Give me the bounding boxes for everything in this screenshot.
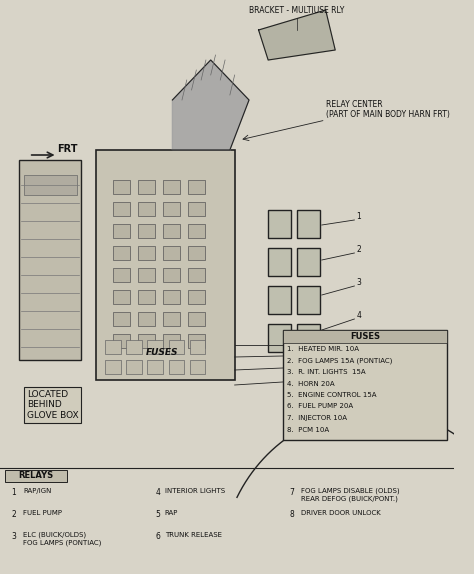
Bar [96,150,235,380]
Text: FUSES: FUSES [350,332,380,341]
Bar [113,334,130,348]
Bar [283,330,447,343]
Bar [268,248,291,276]
Text: 5.  ENGINE CONTROL 15A: 5. ENGINE CONTROL 15A [287,392,377,398]
Text: 4: 4 [356,311,361,320]
Bar [268,324,291,352]
Text: LOCATED
BEHIND
GLOVE BOX: LOCATED BEHIND GLOVE BOX [27,390,78,420]
Bar [163,224,180,238]
Text: 6.  FUEL PUMP 20A: 6. FUEL PUMP 20A [287,404,354,409]
Bar [163,290,180,304]
Text: DRIVER DOOR UNLOCK: DRIVER DOOR UNLOCK [301,510,381,516]
Text: RAP/IGN: RAP/IGN [23,488,51,494]
Bar [113,224,130,238]
Text: FUEL PUMP: FUEL PUMP [23,510,62,516]
Bar [147,360,163,374]
Bar [188,224,205,238]
Text: 6: 6 [155,532,160,541]
Bar [138,246,155,260]
Bar [163,268,180,282]
Bar [113,246,130,260]
Bar [138,312,155,326]
Text: 3: 3 [11,532,17,541]
Bar [113,290,130,304]
Text: 4.  HORN 20A: 4. HORN 20A [287,381,335,386]
Bar [127,360,142,374]
Text: 8.  PCM 10A: 8. PCM 10A [287,426,329,432]
Text: 2: 2 [11,510,16,519]
Bar [163,246,180,260]
Text: BRACKET - MULTIUSE RLY: BRACKET - MULTIUSE RLY [249,6,345,15]
Text: 3.  R. INT. LIGHTS  15A: 3. R. INT. LIGHTS 15A [287,369,366,375]
Bar [113,268,130,282]
Text: FRT: FRT [57,144,78,154]
Polygon shape [173,60,249,150]
Text: 2.  FOG LAMPS 15A (PONTIAC): 2. FOG LAMPS 15A (PONTIAC) [287,358,392,364]
Bar [188,268,205,282]
Text: 1.  HEATED MIR. 10A: 1. HEATED MIR. 10A [287,346,359,352]
Bar [138,202,155,216]
Bar [190,340,205,354]
Bar [169,340,184,354]
Bar [297,286,320,314]
Bar [297,324,320,352]
Bar [113,202,130,216]
Bar [113,180,130,194]
Text: 7.  INJECTOR 10A: 7. INJECTOR 10A [287,415,347,421]
Bar [105,340,121,354]
Bar [138,334,155,348]
Bar [19,160,82,360]
Text: RAP: RAP [165,510,178,516]
Bar [190,360,205,374]
Bar [188,180,205,194]
Text: 8: 8 [289,510,294,519]
Text: FOG LAMPS DISABLE (OLDS)
REAR DEFOG (BUICK/PONT.): FOG LAMPS DISABLE (OLDS) REAR DEFOG (BUI… [301,488,400,502]
Bar [147,340,163,354]
Bar [105,360,121,374]
Bar [138,224,155,238]
Bar [268,286,291,314]
Text: 1: 1 [11,488,16,497]
Bar [169,360,184,374]
Bar [188,312,205,326]
Bar [188,334,205,348]
Text: 7: 7 [289,488,294,497]
Text: ELC (BUICK/OLDS)
FOG LAMPS (PONTIAC): ELC (BUICK/OLDS) FOG LAMPS (PONTIAC) [23,532,101,546]
Bar [297,248,320,276]
Bar [24,175,77,195]
Text: 6: 6 [380,348,385,357]
Text: 4: 4 [155,488,160,497]
Text: 5: 5 [380,339,385,348]
Bar [163,180,180,194]
Bar [138,268,155,282]
Bar [188,202,205,216]
Text: 8: 8 [380,370,385,379]
Bar [163,312,180,326]
Bar [5,470,67,482]
Bar [138,180,155,194]
Bar [113,312,130,326]
Text: 3: 3 [356,278,361,287]
Text: TRUNK RELEASE: TRUNK RELEASE [165,532,222,538]
Bar [268,210,291,238]
Text: 1: 1 [356,212,361,221]
Text: 5: 5 [155,510,160,519]
Text: RELAY CENTER
(PART OF MAIN BODY HARN FRT): RELAY CENTER (PART OF MAIN BODY HARN FRT… [326,100,449,119]
Bar [163,334,180,348]
Text: RELAYS: RELAYS [18,471,53,480]
Bar [283,330,447,440]
Text: FUSES: FUSES [146,348,178,357]
Bar [138,290,155,304]
Bar [188,290,205,304]
Polygon shape [259,10,335,60]
Bar [163,202,180,216]
Text: 2: 2 [356,245,361,254]
Bar [188,246,205,260]
Bar [297,210,320,238]
Text: 7: 7 [380,358,385,367]
Bar [127,340,142,354]
Text: INTERIOR LIGHTS: INTERIOR LIGHTS [165,488,225,494]
